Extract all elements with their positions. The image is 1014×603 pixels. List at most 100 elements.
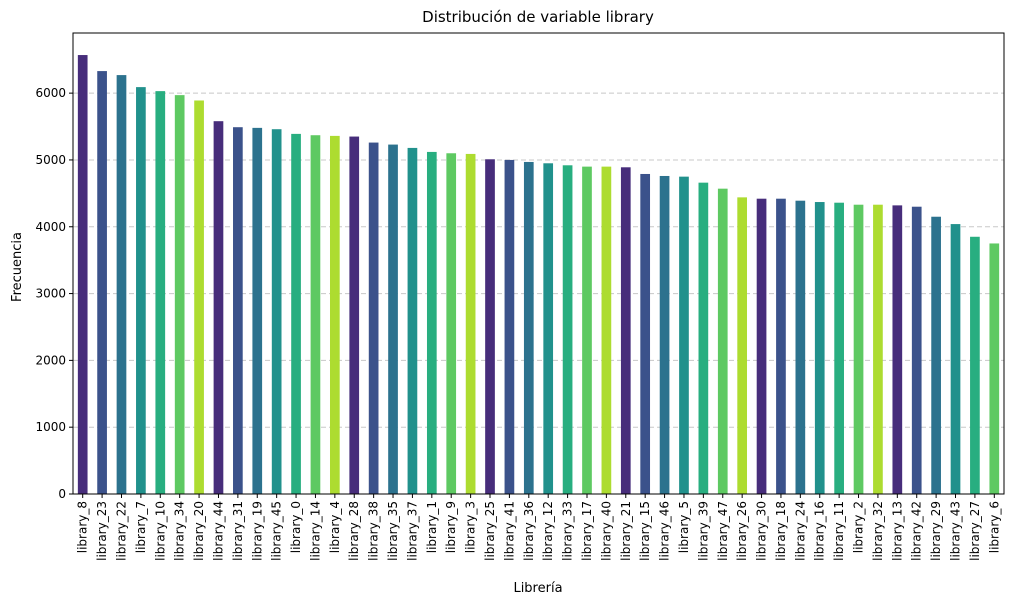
bar-library-18 bbox=[776, 198, 786, 494]
gridlines bbox=[73, 92, 1004, 428]
x-tick-label: library_39 bbox=[696, 501, 710, 561]
bar-library-22 bbox=[116, 75, 127, 494]
y-tick-label: 5000 bbox=[35, 153, 66, 167]
x-tick-label: library_16 bbox=[813, 501, 827, 561]
x-tick-label: library_40 bbox=[599, 501, 613, 561]
x-tick-label: library_18 bbox=[774, 501, 788, 561]
bar-library-20 bbox=[194, 100, 204, 495]
x-tick-label: library_36 bbox=[522, 501, 536, 561]
bar-library-44 bbox=[213, 121, 224, 494]
x-tick-label: library_45 bbox=[270, 501, 284, 561]
x-tick-label: library_9 bbox=[444, 501, 458, 553]
bar-library-13 bbox=[892, 205, 903, 495]
x-tick-label: library_17 bbox=[580, 501, 594, 561]
plot-frame bbox=[72, 32, 1005, 495]
bar-library-6 bbox=[989, 243, 1000, 494]
bar-library-41 bbox=[504, 159, 515, 495]
x-tick-label: library_21 bbox=[619, 501, 633, 561]
bar-library-10 bbox=[155, 91, 166, 494]
bars bbox=[77, 55, 1000, 495]
x-tick-label: library_35 bbox=[386, 501, 400, 561]
x-tick-label: library_42 bbox=[910, 501, 924, 561]
x-tick-label: library_25 bbox=[483, 501, 497, 561]
x-tick-label: library_44 bbox=[211, 501, 225, 561]
bar-library-39 bbox=[698, 182, 709, 495]
x-tick-label: library_5 bbox=[677, 501, 691, 553]
bar-library-43 bbox=[950, 224, 961, 494]
bar-library-40 bbox=[601, 166, 612, 495]
x-tick-label: library_29 bbox=[929, 501, 943, 561]
x-tick-label: library_0 bbox=[289, 501, 303, 553]
x-tick-label: library_1 bbox=[425, 501, 439, 553]
x-tick-label: library_20 bbox=[192, 501, 206, 561]
x-tick-label: library_41 bbox=[502, 501, 516, 561]
x-tick-label: library_32 bbox=[871, 501, 885, 561]
bar-library-45 bbox=[271, 129, 282, 495]
x-tick-label: library_3 bbox=[464, 501, 478, 553]
bar-library-46 bbox=[659, 175, 670, 494]
x-tick-label: library_14 bbox=[308, 501, 322, 561]
bar-library-11 bbox=[834, 202, 844, 494]
y-tick-label: 6000 bbox=[35, 86, 66, 100]
x-axis: library_8 library_23 library_22 library_7 li… bbox=[76, 494, 1001, 561]
bar-library-5 bbox=[679, 176, 689, 494]
x-tick-label: library_19 bbox=[250, 501, 264, 561]
bar-library-19 bbox=[252, 127, 263, 494]
bar-library-34 bbox=[174, 95, 185, 495]
x-tick-label: library_34 bbox=[173, 501, 187, 561]
bar-library-4 bbox=[329, 135, 340, 494]
bar-library-2 bbox=[853, 204, 864, 494]
x-tick-label: library_38 bbox=[367, 501, 381, 561]
x-tick-label: library_15 bbox=[638, 501, 652, 561]
x-tick-label: library_31 bbox=[231, 501, 245, 561]
x-tick-label: library_27 bbox=[968, 501, 982, 561]
y-axis-title: Frecuencia bbox=[10, 232, 25, 302]
x-tick-label: library_8 bbox=[76, 501, 90, 553]
bar-library-23 bbox=[97, 71, 107, 494]
bar-library-8 bbox=[77, 55, 88, 495]
bar-library-0 bbox=[291, 133, 301, 495]
bar-library-31 bbox=[233, 127, 243, 494]
x-tick-label: library_12 bbox=[541, 501, 555, 561]
bar-library-33 bbox=[562, 165, 573, 494]
bar-library-25 bbox=[485, 159, 495, 494]
bar-library-21 bbox=[620, 167, 631, 494]
x-tick-label: library_26 bbox=[735, 501, 749, 561]
bar-library-3 bbox=[465, 153, 476, 494]
y-axis: 0 1000 2000 3000 4000 5000 6000 bbox=[35, 86, 73, 501]
bar-library-38 bbox=[368, 142, 379, 494]
bar-library-1 bbox=[426, 151, 437, 495]
bar-library-17 bbox=[582, 166, 592, 495]
bar-library-35 bbox=[388, 144, 398, 494]
bar-library-24 bbox=[795, 200, 806, 495]
x-tick-label: library_28 bbox=[347, 501, 361, 561]
bar-library-7 bbox=[136, 87, 146, 494]
x-tick-label: library_2 bbox=[852, 501, 866, 553]
y-tick-label: 2000 bbox=[35, 353, 66, 367]
y-tick-label: 3000 bbox=[35, 287, 66, 301]
bar-library-14 bbox=[310, 135, 321, 494]
bar-library-42 bbox=[911, 206, 922, 494]
x-tick-label: library_4 bbox=[328, 501, 342, 553]
y-tick-label: 4000 bbox=[35, 220, 66, 234]
x-tick-label: library_47 bbox=[716, 501, 730, 561]
bar-library-12 bbox=[543, 163, 554, 495]
bar-library-9 bbox=[446, 153, 457, 494]
x-tick-label: library_30 bbox=[755, 501, 769, 561]
bar-library-36 bbox=[523, 161, 534, 494]
x-tick-label: library_24 bbox=[793, 501, 807, 561]
bar-library-27 bbox=[970, 236, 980, 494]
x-tick-label: library_23 bbox=[95, 501, 109, 561]
x-tick-label: library_46 bbox=[658, 501, 672, 561]
x-tick-label: library_10 bbox=[153, 501, 167, 561]
x-tick-label: library_13 bbox=[890, 501, 904, 561]
bar-library-28 bbox=[349, 136, 360, 494]
y-tick-label: 0 bbox=[58, 487, 66, 501]
bar-library-15 bbox=[640, 173, 651, 494]
bar-library-26 bbox=[737, 197, 748, 495]
x-axis-title: Librería bbox=[513, 581, 562, 596]
bar-library-47 bbox=[717, 188, 728, 494]
x-tick-label: library_7 bbox=[134, 501, 148, 553]
bar-library-30 bbox=[756, 198, 767, 494]
